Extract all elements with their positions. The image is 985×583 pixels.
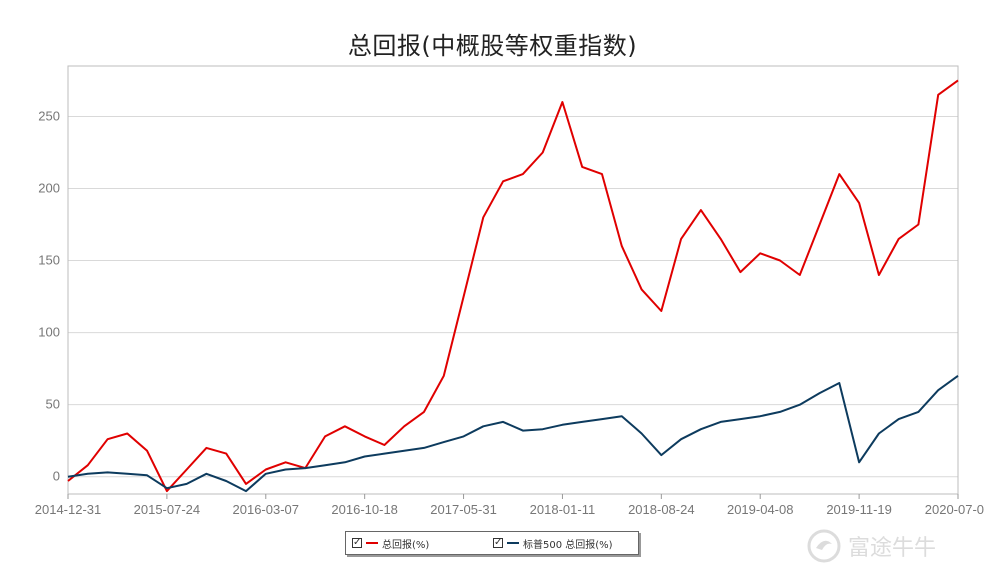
x-tick-label: 2014-12-31 (35, 502, 102, 517)
x-tick-label: 2017-05-31 (430, 502, 497, 517)
checkbox-icon[interactable]: ✓ (493, 537, 503, 548)
legend-label: 标普500 总回报(%) (523, 539, 613, 551)
x-tick-label: 2019-04-08 (727, 502, 794, 517)
legend-label: 总回报(%) (382, 539, 430, 551)
watermark-text: 富途牛牛 (848, 536, 937, 561)
series-lines (67, 79, 959, 493)
x-tick-label: 2016-10-18 (331, 502, 398, 517)
x-tick-label: 2020-07-01 (925, 502, 985, 517)
y-tick-label: 150 (38, 253, 60, 268)
y-axis: 0 50 100 150 200 250 (38, 108, 60, 483)
chart-title: 总回报(中概股等权重指数) (347, 32, 638, 60)
series-line-1 (67, 79, 959, 493)
y-tick-label: 50 (46, 397, 60, 412)
y-tick-label: 0 (53, 469, 60, 484)
y-tick-label: 250 (38, 108, 60, 123)
gridlines (68, 115, 958, 478)
x-tick-label: 2015-07-24 (134, 502, 201, 517)
legend: ✓ 总回报(%) ✓ 标普500 总回报(%) (345, 531, 639, 555)
watermark: 富途牛牛 (806, 528, 966, 564)
futu-logo-icon (807, 529, 841, 563)
series-line-2 (67, 374, 959, 493)
y-tick-label: 100 (38, 325, 60, 340)
x-tick-label: 2018-01-11 (530, 502, 596, 517)
line-chart: 0 50 100 150 200 250 2014-12-31 2015-07-24 2016… (35, 65, 985, 517)
legend-swatch-red (366, 542, 378, 544)
x-tick-label: 2018-08-24 (628, 502, 695, 517)
legend-swatch-navy (507, 542, 519, 544)
checkbox-icon[interactable]: ✓ (352, 537, 362, 548)
x-tick-label: 2016-03-07 (233, 502, 300, 517)
x-tick-label: 2019-11-19 (826, 502, 892, 517)
x-axis: 2014-12-31 2015-07-24 2016-03-07 2016-10-18… (35, 494, 985, 517)
legend-item-sp500-total-return[interactable]: ✓ 标普500 总回报(%) (493, 536, 613, 551)
plot-frame (67, 65, 959, 495)
legend-item-total-return[interactable]: ✓ 总回报(%) (352, 536, 430, 551)
y-tick-label: 200 (38, 180, 60, 195)
